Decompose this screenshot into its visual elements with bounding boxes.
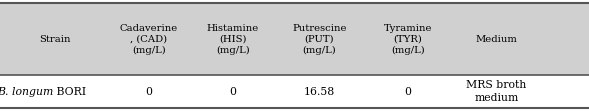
- Text: Tyramine
(TYR)
(mg/L): Tyramine (TYR) (mg/L): [383, 24, 432, 55]
- Text: Putrescine
(PUT)
(mg/L): Putrescine (PUT) (mg/L): [292, 24, 347, 55]
- Text: B. longum: B. longum: [0, 87, 53, 97]
- Text: Medium: Medium: [475, 35, 517, 44]
- Text: 0: 0: [405, 87, 411, 97]
- Bar: [0, 3, 589, 75]
- Text: 16.58: 16.58: [304, 87, 335, 97]
- Text: MRS broth
medium: MRS broth medium: [466, 80, 527, 103]
- Text: BORI: BORI: [53, 87, 87, 97]
- Bar: [0, 75, 589, 108]
- Text: Strain: Strain: [39, 35, 70, 44]
- Text: Cadaverine
, (CAD)
(mg/L): Cadaverine , (CAD) (mg/L): [120, 24, 178, 55]
- Text: Histamine
(HIS)
(mg/L): Histamine (HIS) (mg/L): [207, 24, 259, 55]
- Text: 0: 0: [229, 87, 236, 97]
- Text: 0: 0: [145, 87, 152, 97]
